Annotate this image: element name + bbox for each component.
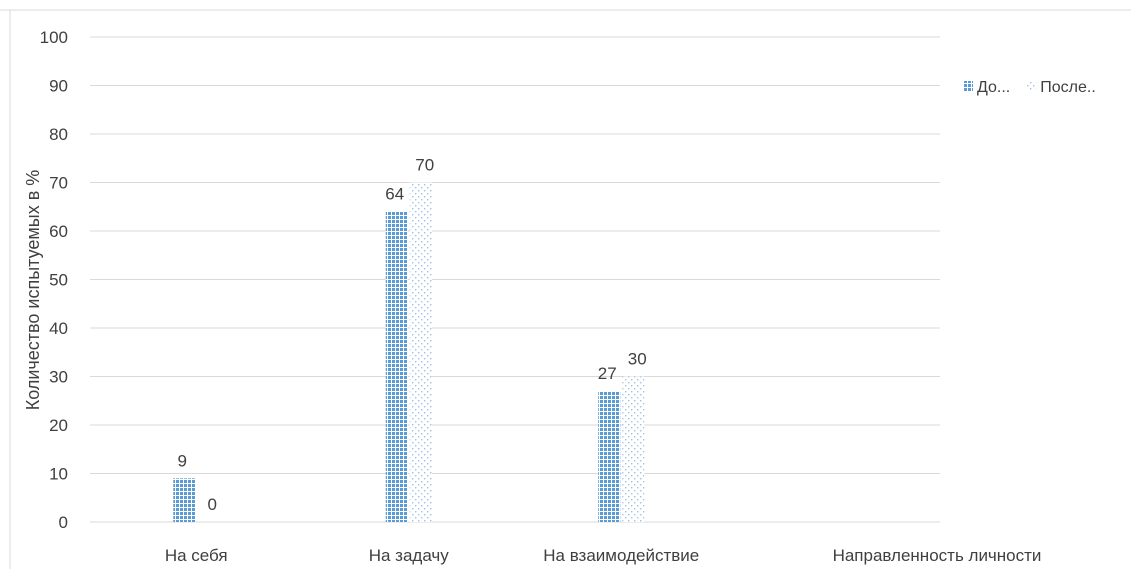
- data-label: 9: [178, 451, 187, 470]
- y-tick-label: 30: [49, 368, 68, 387]
- x-axis-label: Направленность личности: [833, 546, 1042, 565]
- legend: До... После..: [963, 79, 1096, 96]
- legend-swatch: [1026, 81, 1037, 91]
- data-label: 0: [208, 495, 217, 514]
- y-axis-ticks: 0 10 20 30 40 50 60 70 80 90 100: [40, 28, 68, 532]
- bar: [385, 211, 408, 522]
- data-label: 30: [628, 350, 647, 369]
- y-tick-label: 40: [49, 319, 68, 338]
- y-tick-label: 60: [49, 222, 68, 241]
- bar: [173, 478, 196, 522]
- bars: [173, 182, 645, 522]
- bar: [622, 376, 645, 522]
- gridlines: [90, 36, 940, 523]
- data-label: 64: [385, 185, 404, 204]
- data-label: 27: [598, 364, 617, 383]
- legend-swatch: [963, 81, 973, 91]
- y-tick-label: 90: [49, 77, 68, 96]
- y-tick-label: 100: [40, 28, 68, 47]
- data-label: 70: [415, 156, 434, 175]
- y-tick-label: 70: [49, 174, 68, 193]
- y-tick-label: 10: [49, 465, 68, 484]
- data-labels: 9 0 64 70 27 30: [178, 156, 647, 515]
- bar: [598, 391, 621, 522]
- y-tick-label: 80: [49, 125, 68, 144]
- x-category-label: На взаимодействие: [543, 546, 699, 565]
- x-category-label: На себя: [165, 546, 228, 565]
- y-tick-label: 50: [49, 271, 68, 290]
- y-tick-label: 20: [49, 416, 68, 435]
- legend-label: До...: [977, 79, 1010, 96]
- y-axis-label: Количество испытуемых в %: [23, 170, 43, 411]
- y-tick-label: 0: [59, 513, 68, 532]
- legend-label: После..: [1040, 79, 1096, 96]
- x-axis-categories: На себя На задачу На взаимодействие: [165, 546, 699, 565]
- bar: [409, 182, 432, 522]
- x-category-label: На задачу: [369, 546, 450, 565]
